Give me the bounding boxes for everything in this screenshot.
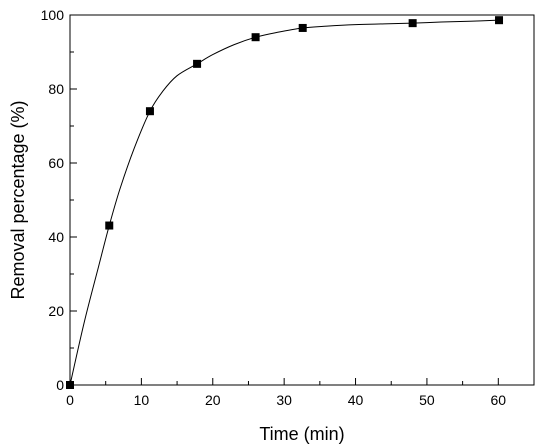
x-tick-label: 50: [419, 392, 435, 408]
data-point: [66, 381, 74, 389]
data-point: [251, 33, 260, 42]
data-point: [193, 59, 202, 68]
y-axis-title: Removal percentage (%): [8, 100, 28, 299]
y-tick-label: 0: [56, 377, 64, 393]
x-tick-label: 40: [348, 392, 364, 408]
y-tick-label: 40: [48, 229, 64, 245]
data-point: [298, 23, 307, 32]
x-tick-label: 20: [205, 392, 221, 408]
y-tick-label: 20: [48, 303, 64, 319]
data-point: [408, 19, 417, 28]
data-point: [495, 16, 504, 25]
y-axis-ticks: 0 20 40 60 80 100: [41, 7, 77, 393]
y-tick-label: 100: [41, 7, 65, 23]
x-tick-label: 60: [491, 392, 507, 408]
data-point: [105, 221, 114, 230]
data-point: [145, 107, 154, 116]
plot-frame: [69, 14, 535, 386]
y-tick-label: 60: [48, 155, 64, 171]
data-points: [66, 16, 504, 389]
x-tick-label: 10: [134, 392, 150, 408]
x-axis-ticks: 0 10 20 30 40 50 60: [66, 378, 535, 408]
fit-curve: [69, 19, 500, 386]
y-tick-label: 80: [48, 81, 64, 97]
x-tick-label: 30: [276, 392, 292, 408]
x-tick-label: 0: [66, 392, 74, 408]
x-axis-title: Time (min): [259, 424, 344, 444]
